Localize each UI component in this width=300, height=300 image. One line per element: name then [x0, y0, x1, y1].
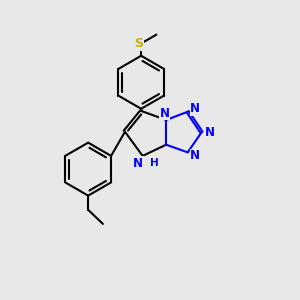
Text: N: N: [160, 107, 170, 120]
Text: N: N: [206, 126, 215, 139]
Text: N: N: [133, 157, 143, 170]
Text: N: N: [190, 102, 200, 115]
Text: S: S: [134, 37, 143, 50]
Text: H: H: [150, 158, 159, 168]
Text: N: N: [190, 149, 200, 162]
